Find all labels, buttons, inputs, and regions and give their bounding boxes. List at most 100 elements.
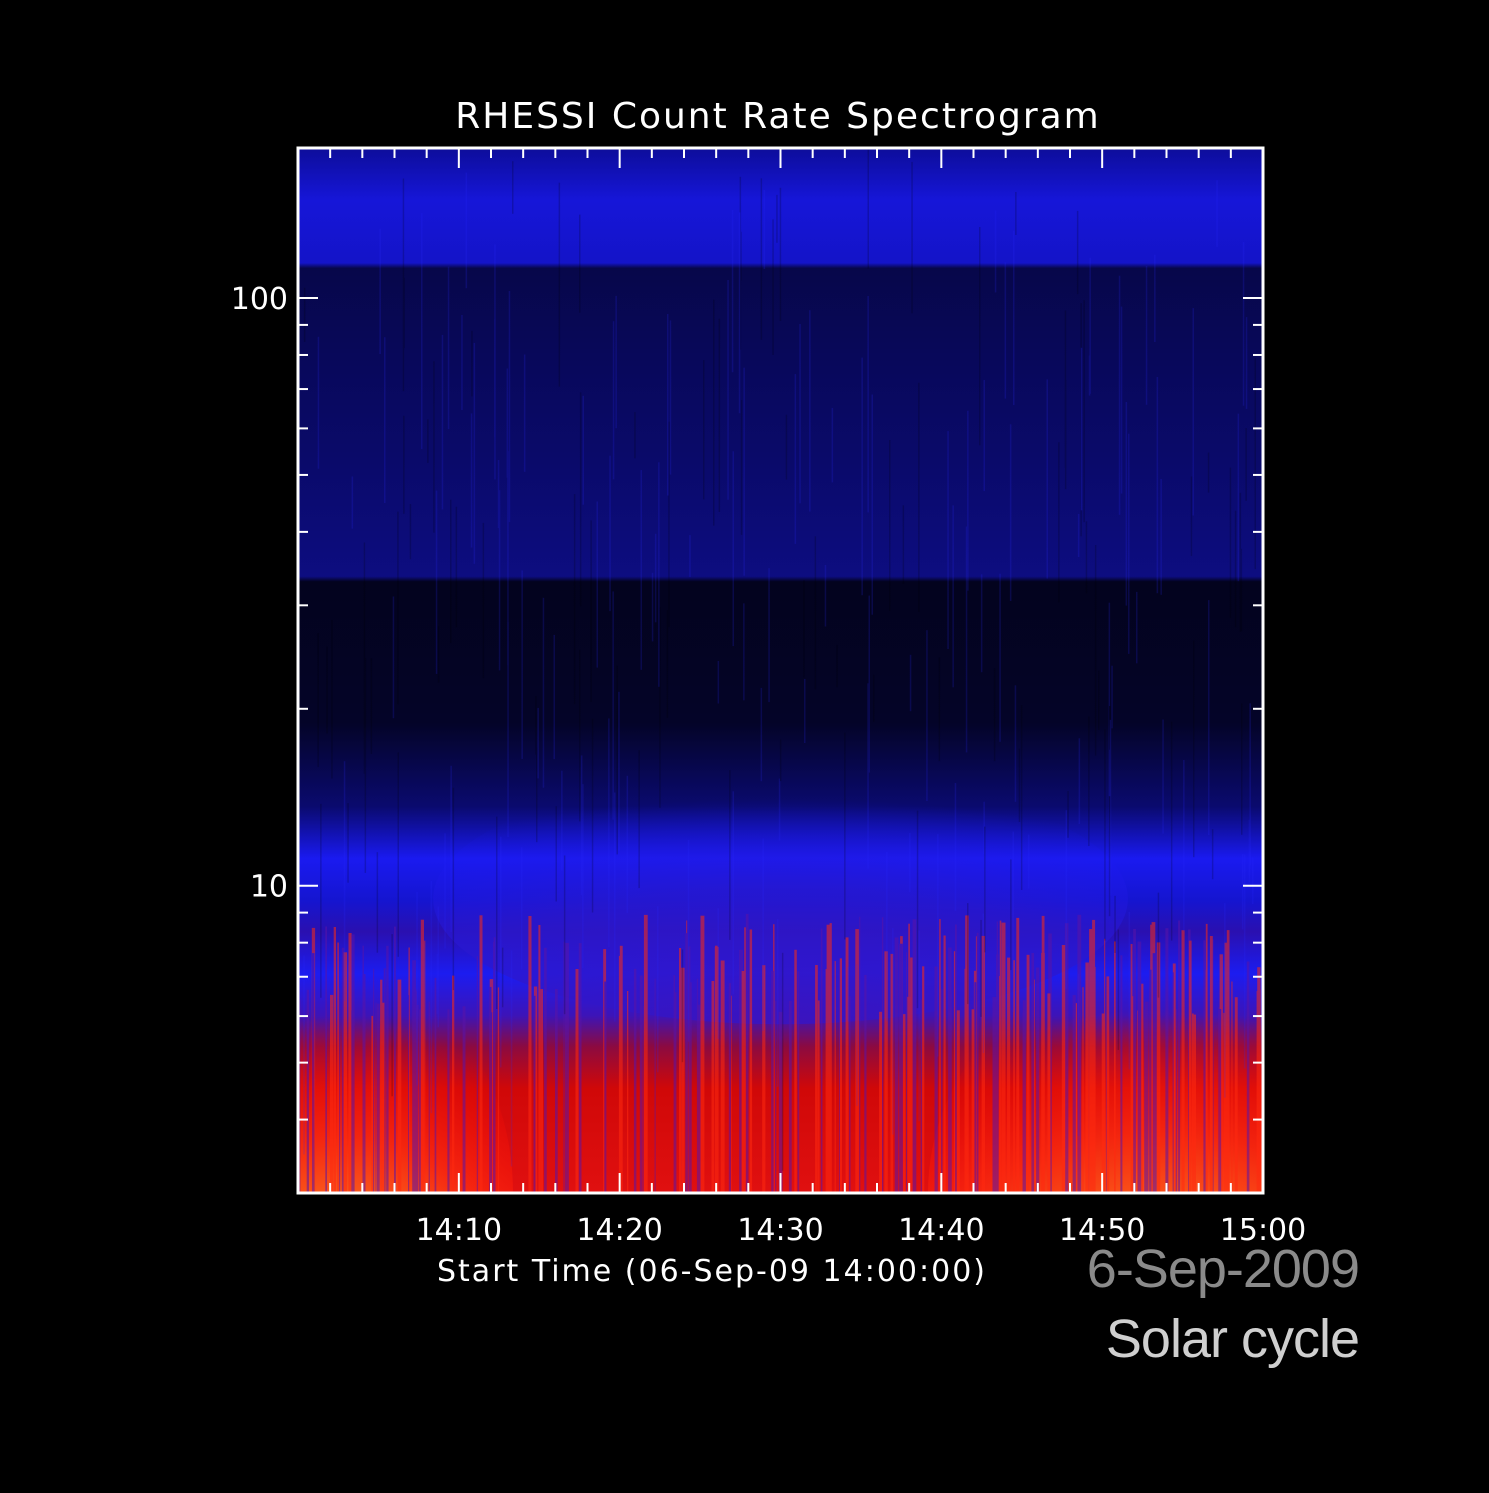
noise-streak (1088, 355, 1091, 396)
streak (380, 979, 383, 1193)
streak (479, 915, 483, 1193)
noise-streak (1058, 442, 1060, 603)
streak (1256, 991, 1259, 1193)
noise-streak (794, 374, 797, 544)
noise-streak (867, 683, 869, 869)
noise-streak (889, 440, 891, 611)
streak (619, 945, 623, 1193)
noise-streak (1009, 424, 1012, 601)
streak (1085, 962, 1089, 1193)
streak (1212, 939, 1214, 1193)
streak (673, 975, 675, 1193)
streak (452, 975, 455, 1193)
noise-streak (331, 619, 333, 779)
time-streaks (298, 913, 1261, 1193)
streak (1130, 944, 1133, 1193)
streak (1061, 945, 1066, 1193)
x-tick-label: 14:30 (737, 1213, 823, 1248)
noise-streak (768, 568, 770, 703)
noise-streak (303, 955, 305, 1155)
streak (528, 916, 532, 1193)
streak (1137, 941, 1142, 1193)
noise-streak (1083, 300, 1085, 523)
noise-streak (729, 770, 731, 940)
noise-streak (441, 334, 444, 510)
noise-streak (760, 178, 763, 340)
noise-streak (461, 315, 463, 410)
noise-streak (351, 476, 354, 529)
y-tick-label: 100 (231, 282, 288, 317)
noise-streak (926, 630, 928, 801)
streak (1246, 961, 1250, 1193)
streak (420, 919, 424, 1193)
noise-streak (437, 626, 440, 683)
noise-streak (1248, 819, 1251, 883)
streak (906, 952, 908, 1193)
streak (999, 920, 1002, 1193)
streak (697, 1004, 701, 1193)
streak (775, 1001, 777, 1193)
streak (922, 966, 925, 1193)
noise-streak (980, 919, 982, 1017)
noise-streak (1120, 306, 1123, 494)
noise-streak (967, 903, 969, 1005)
noise-streak (1018, 748, 1021, 822)
streak (1072, 995, 1076, 1193)
noise-streak (1156, 377, 1159, 594)
noise-streak (455, 506, 458, 628)
noise-streak (658, 462, 660, 687)
noise-streak (1128, 911, 1131, 1070)
noise-streak (1136, 591, 1138, 664)
noise-streak (999, 573, 1001, 742)
noise-streak (717, 908, 719, 1039)
noise-streak (370, 658, 373, 754)
noise-streak (1170, 721, 1173, 941)
streak (700, 915, 705, 1193)
noise-streak (471, 330, 473, 397)
noise-streak (614, 792, 616, 1022)
streak (749, 929, 753, 1193)
noise-streak (596, 501, 598, 668)
streak (424, 940, 426, 1193)
noise-streak (317, 336, 320, 469)
noise-streak (579, 649, 581, 822)
noise-streak (535, 696, 537, 755)
noise-streak (555, 806, 557, 902)
noise-streak (615, 295, 617, 429)
noise-streak (450, 499, 452, 644)
noise-streak (1160, 479, 1162, 595)
noise-streak (1027, 834, 1030, 889)
noise-streak (507, 451, 509, 666)
streak (674, 992, 677, 1193)
streak (965, 915, 969, 1193)
streak (815, 965, 818, 1193)
noise-streak (1162, 719, 1164, 834)
streak (855, 929, 859, 1193)
streak (639, 975, 643, 1193)
noise-streak (1190, 476, 1193, 557)
streak (362, 974, 366, 1193)
noise-streak (1245, 428, 1247, 501)
noise-streak (523, 354, 526, 472)
noise-streak (916, 810, 919, 1009)
streak (794, 949, 797, 1193)
noise-streak (856, 964, 858, 1106)
streak (306, 989, 309, 1193)
noise-streak (427, 419, 429, 463)
noise-streak (814, 536, 817, 690)
noise-streak (717, 661, 720, 704)
y-tick-label: 10 (250, 870, 288, 905)
noise-streak (482, 522, 485, 679)
noise-streak (608, 718, 610, 947)
streak (408, 995, 410, 1193)
streak (1224, 942, 1228, 1193)
noise-streak (1015, 192, 1017, 235)
noise-streak (363, 542, 366, 774)
noise-streak (435, 490, 438, 674)
noise-streak (580, 755, 583, 895)
noise-streak (1128, 433, 1130, 654)
noise-streak (1020, 705, 1023, 890)
streak (728, 983, 731, 1193)
noise-streak (500, 836, 502, 1068)
streak (839, 958, 841, 1193)
